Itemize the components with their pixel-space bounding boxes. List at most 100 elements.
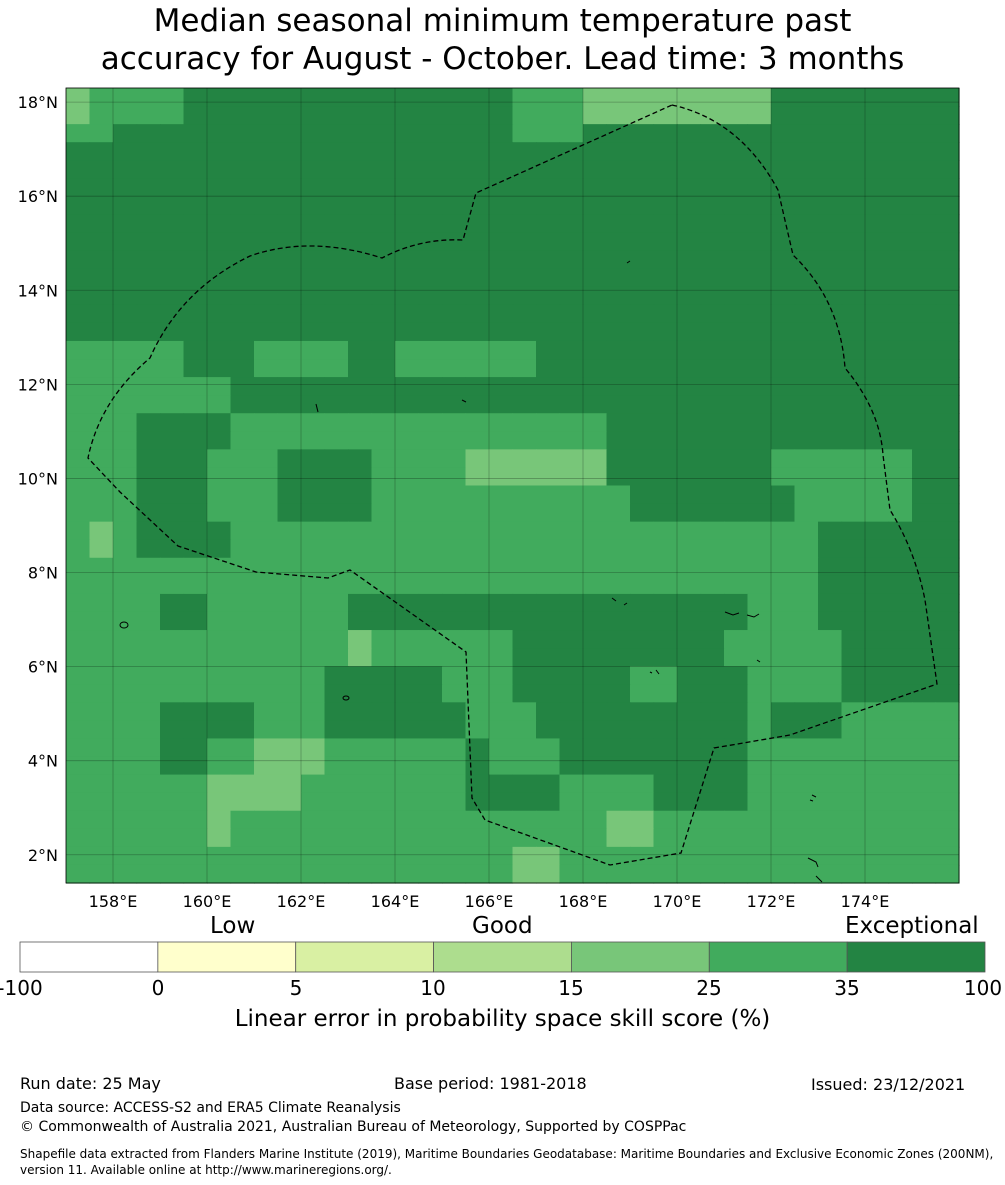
skill-cell [277, 810, 302, 830]
skill-cell [724, 322, 749, 342]
island-outline [807, 857, 819, 868]
skill-cell [371, 485, 396, 505]
skill-cell [395, 286, 420, 306]
skill-cell [136, 593, 161, 613]
skill-cell [160, 630, 185, 649]
latitude-tick-label: 18°N [18, 93, 58, 112]
skill-cell [771, 702, 796, 721]
skill-cell [630, 467, 655, 487]
skill-cell [160, 864, 185, 884]
longitude-tick-label: 172°E [747, 892, 796, 910]
skill-cell [841, 232, 866, 252]
skill-cell [348, 539, 373, 559]
skill-cell [301, 395, 326, 414]
skill-cell [442, 214, 467, 234]
skill-cell [183, 611, 208, 631]
skill-cell [465, 864, 490, 884]
skill-cell [724, 88, 749, 107]
skill-cell [677, 377, 702, 396]
skill-cell [865, 485, 890, 505]
skill-cell [818, 431, 843, 450]
skill-cell [536, 702, 561, 721]
skill-cell [489, 322, 514, 342]
skill-cell [630, 539, 655, 559]
colorbar-segment [157, 941, 297, 973]
skill-cell [888, 648, 913, 667]
skill-cell [724, 431, 749, 450]
skill-cell [771, 340, 796, 360]
skill-cell [371, 124, 396, 143]
skill-cell [606, 684, 631, 703]
skill-cell [277, 214, 302, 234]
skill-cell [207, 611, 232, 631]
skill-cell [630, 304, 655, 324]
skill-cell [841, 160, 866, 179]
skill-cell [700, 485, 725, 505]
skill-cell [630, 232, 655, 252]
island-outline [611, 597, 628, 606]
skill-cell [912, 449, 937, 469]
skill-cell [841, 864, 866, 884]
skill-cell [630, 160, 655, 179]
skill-cell [536, 575, 561, 595]
skill-cell [888, 196, 913, 216]
skill-cell [700, 846, 725, 866]
skill-cell [935, 359, 960, 378]
skill-cell [512, 124, 537, 143]
skill-cell [559, 557, 584, 577]
skill-cell [888, 142, 913, 161]
skill-cell [136, 449, 161, 469]
skill-cell [489, 395, 514, 414]
skill-cell [935, 196, 960, 216]
skill-cell [865, 160, 890, 179]
skill-cell [277, 666, 302, 685]
skill-cell [888, 431, 913, 450]
skill-cell [865, 142, 890, 161]
skill-cell [935, 828, 960, 848]
skill-cell [747, 630, 772, 649]
skill-cell [348, 756, 373, 776]
skill-cell [559, 160, 584, 179]
skill-cell [583, 648, 608, 667]
skill-cell [677, 413, 702, 432]
skill-cell [888, 630, 913, 649]
skill-cell [771, 178, 796, 198]
skill-cell [489, 756, 514, 776]
skill-cell [324, 88, 349, 107]
skill-cell [512, 431, 537, 450]
skill-cell [277, 431, 302, 450]
skill-cell [865, 124, 890, 143]
skill-cell [771, 124, 796, 143]
skill-cell [771, 521, 796, 541]
skill-cell [136, 702, 161, 721]
skill-cell [912, 666, 937, 685]
skill-cell [559, 232, 584, 252]
latitude-tick-label: 12°N [18, 375, 58, 394]
skill-cell [230, 232, 255, 252]
skill-cell [677, 142, 702, 161]
skill-cell [136, 756, 161, 776]
level-label-exceptional: Exceptional [845, 913, 979, 939]
skill-cell [747, 611, 772, 631]
skill-cell [113, 864, 138, 884]
skill-cell [183, 684, 208, 703]
skill-cell [442, 178, 467, 198]
skill-cell [160, 774, 185, 794]
skill-cell [583, 864, 608, 884]
skill-cell [724, 774, 749, 794]
skill-cell [935, 503, 960, 523]
skill-cell [818, 756, 843, 776]
skill-cell [183, 702, 208, 721]
skill-cell [66, 648, 91, 667]
skill-cell [536, 792, 561, 812]
skill-cell [230, 593, 255, 613]
skill-cell [818, 720, 843, 740]
skill-cell [66, 630, 91, 649]
skill-cell [771, 485, 796, 505]
skill-cell [348, 449, 373, 469]
skill-cell [606, 485, 631, 505]
skill-cell [888, 738, 913, 758]
colorbar-tick: -100 [0, 976, 43, 1000]
skill-cell [371, 322, 396, 342]
skill-cell [935, 377, 960, 396]
